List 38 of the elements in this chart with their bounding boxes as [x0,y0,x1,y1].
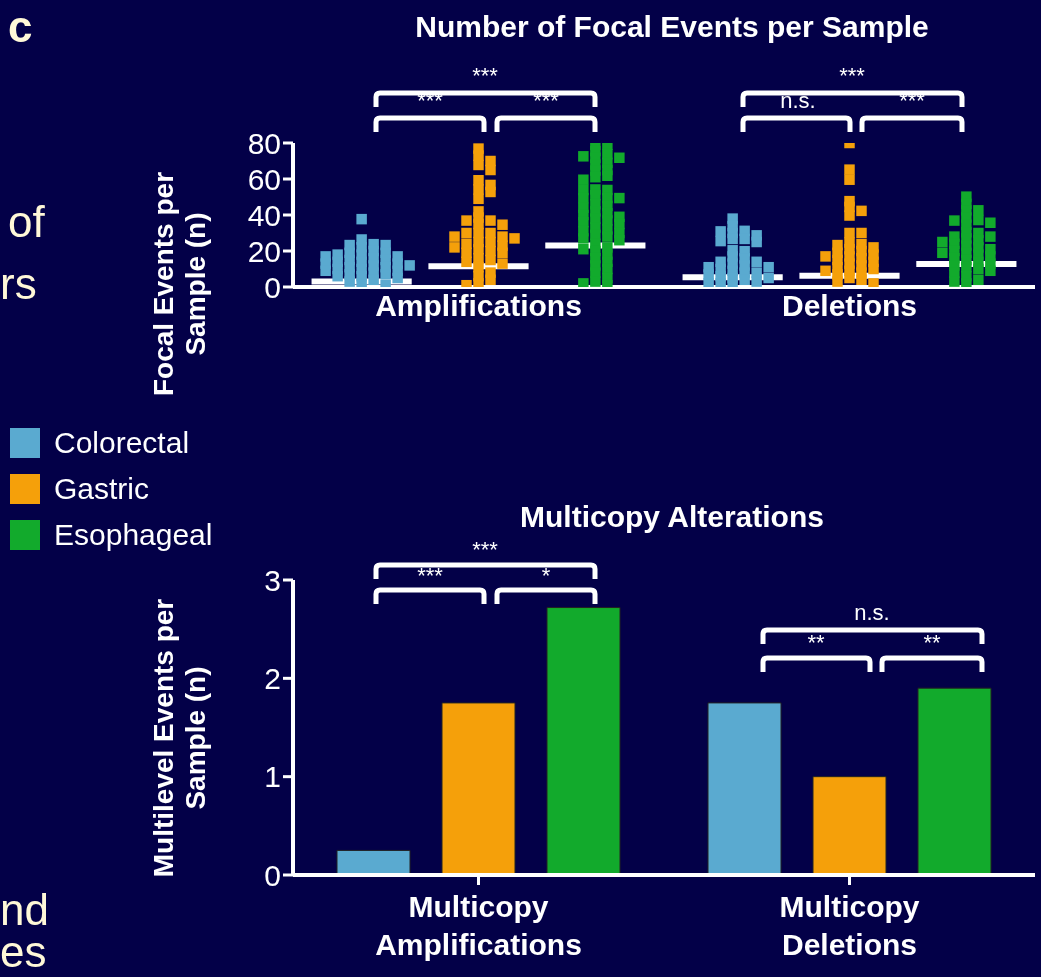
chart-title: Multicopy Alterations [519,500,825,533]
text: rs [0,259,37,308]
text: *** [471,63,499,88]
y-tick-label: 40 [247,198,281,232]
x-tick-label: Multicopy Deletions [779,890,920,961]
legend-label: Gastric [54,472,150,506]
annotation: ** [922,630,942,655]
text: *** [838,63,866,88]
bar [707,702,782,875]
y-tick-label: 1 [264,760,281,794]
annotation: *** [416,563,444,588]
y-axis-title: Focal Events per Sample (n) [148,171,211,397]
y-tick-label: 20 [247,234,281,268]
text: *** [471,537,499,562]
y-tick-label: 60 [247,162,281,196]
x-tick-label: Deletions [781,289,918,323]
y-tick-label: 0 [264,270,281,304]
bar [546,607,621,875]
text: c [8,2,33,51]
annotation: ** [806,630,826,655]
bar [441,702,516,875]
bar [336,849,411,875]
annotation: n.s. [853,600,891,625]
text: of [8,197,45,246]
bar [917,687,992,875]
annotation: * [540,563,552,588]
legend-label: Esophageal [54,518,213,552]
text: n.s. [779,88,817,113]
bar [812,776,887,875]
y-tick-label: 3 [264,563,281,597]
legend-label: Colorectal [54,426,190,460]
y-tick-label: 80 [247,126,281,160]
chart-title: Number of Focal Events per Sample [414,10,930,43]
y-tick-label: 2 [264,661,281,695]
x-tick-label: Multicopy Amplifications [375,890,582,961]
y-axis-title: Multilevel Events per Sample (n) [148,597,212,880]
x-tick-label: Amplifications [375,289,582,323]
y-tick-label: 0 [264,858,281,892]
